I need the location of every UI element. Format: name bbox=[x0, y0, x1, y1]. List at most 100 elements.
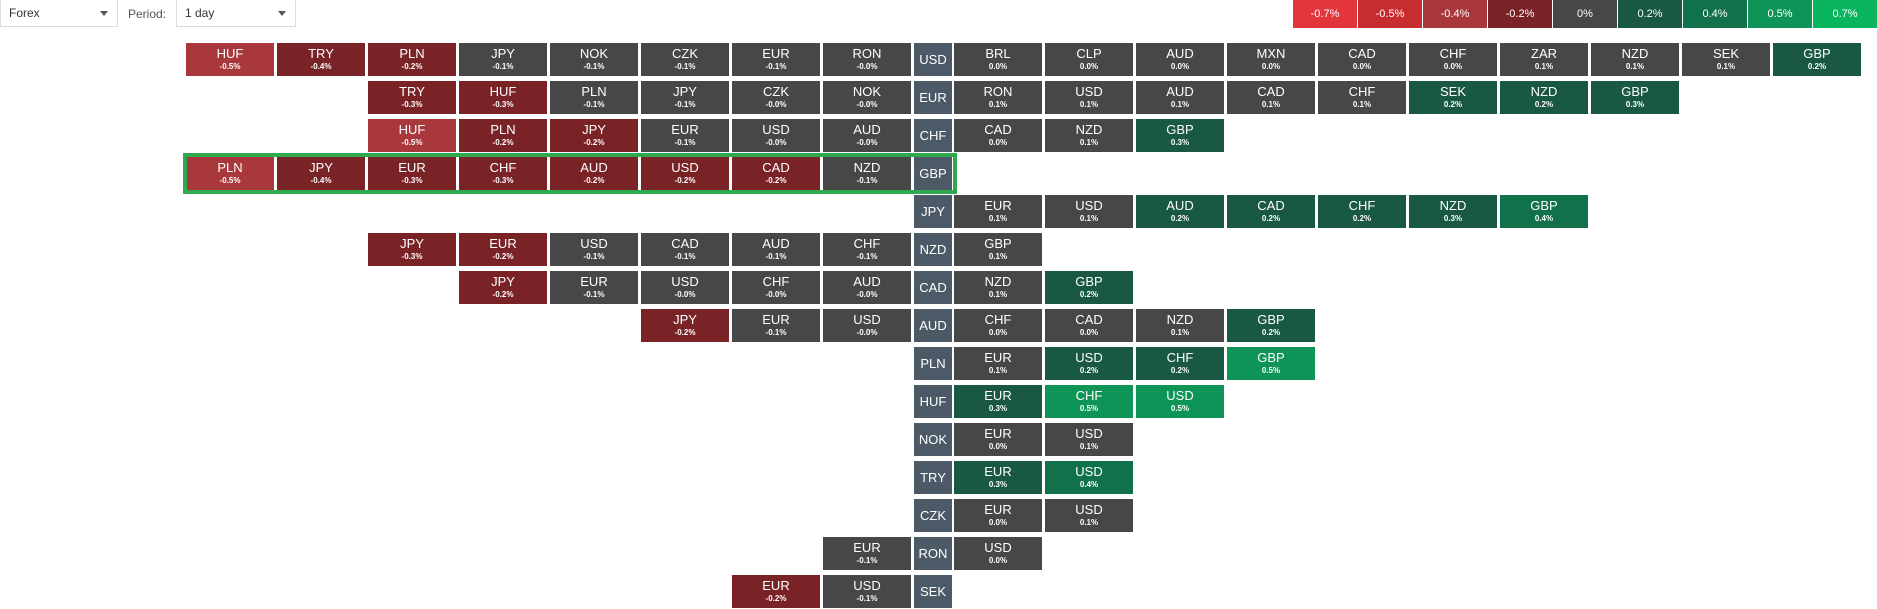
pair-cell-ron[interactable]: RON -0.0% bbox=[822, 42, 912, 77]
pair-cell-chf[interactable]: CHF -0.1% bbox=[822, 232, 912, 267]
pair-cell-aud[interactable]: AUD -0.0% bbox=[822, 270, 912, 305]
pair-cell-aud[interactable]: AUD 0.0% bbox=[1135, 42, 1225, 77]
pair-cell-sek[interactable]: SEK 0.2% bbox=[1408, 80, 1498, 115]
pair-cell-nzd[interactable]: NZD -0.1% bbox=[822, 156, 912, 191]
period-select[interactable]: 1 day bbox=[176, 0, 296, 27]
pair-cell-nzd[interactable]: NZD 0.1% bbox=[1135, 308, 1225, 343]
pair-cell-czk[interactable]: CZK -0.1% bbox=[640, 42, 730, 77]
pair-cell-chf[interactable]: CHF 0.5% bbox=[1044, 384, 1134, 419]
pair-cell-jpy[interactable]: JPY -0.2% bbox=[458, 270, 548, 305]
pair-cell-cad[interactable]: CAD 0.2% bbox=[1226, 194, 1316, 229]
pair-cell-nok[interactable]: NOK -0.1% bbox=[549, 42, 639, 77]
pair-cell-cad[interactable]: CAD -0.2% bbox=[731, 156, 821, 191]
pair-cell-chf[interactable]: CHF 0.2% bbox=[1135, 346, 1225, 381]
pair-cell-chf[interactable]: CHF -0.0% bbox=[731, 270, 821, 305]
market-select[interactable]: Forex bbox=[0, 0, 118, 27]
pair-cell-jpy[interactable]: JPY -0.2% bbox=[640, 308, 730, 343]
base-currency-eur[interactable]: EUR bbox=[913, 80, 953, 115]
pair-cell-cad[interactable]: CAD 0.1% bbox=[1226, 80, 1316, 115]
base-currency-czk[interactable]: CZK bbox=[913, 498, 953, 533]
pair-cell-jpy[interactable]: JPY -0.1% bbox=[458, 42, 548, 77]
pair-cell-ron[interactable]: RON 0.1% bbox=[953, 80, 1043, 115]
pair-cell-clp[interactable]: CLP 0.0% bbox=[1044, 42, 1134, 77]
base-currency-usd[interactable]: USD bbox=[913, 42, 953, 77]
pair-cell-eur[interactable]: EUR -0.1% bbox=[640, 118, 730, 153]
pair-cell-try[interactable]: TRY -0.4% bbox=[276, 42, 366, 77]
pair-cell-huf[interactable]: HUF -0.3% bbox=[458, 80, 548, 115]
base-currency-ron[interactable]: RON bbox=[913, 536, 953, 571]
base-currency-chf[interactable]: CHF bbox=[913, 118, 953, 153]
pair-cell-pln[interactable]: PLN -0.5% bbox=[185, 156, 275, 191]
pair-cell-aud[interactable]: AUD 0.1% bbox=[1135, 80, 1225, 115]
base-currency-nzd[interactable]: NZD bbox=[913, 232, 953, 267]
pair-cell-usd[interactable]: USD 0.4% bbox=[1044, 460, 1134, 495]
pair-cell-pln[interactable]: PLN -0.2% bbox=[458, 118, 548, 153]
pair-cell-cad[interactable]: CAD -0.1% bbox=[640, 232, 730, 267]
pair-cell-gbp[interactable]: GBP 0.4% bbox=[1499, 194, 1589, 229]
pair-cell-gbp[interactable]: GBP 0.3% bbox=[1590, 80, 1680, 115]
pair-cell-eur[interactable]: EUR 0.3% bbox=[953, 384, 1043, 419]
pair-cell-gbp[interactable]: GBP 0.2% bbox=[1772, 42, 1862, 77]
pair-cell-usd[interactable]: USD -0.0% bbox=[731, 118, 821, 153]
pair-cell-aud[interactable]: AUD -0.1% bbox=[731, 232, 821, 267]
pair-cell-aud[interactable]: AUD 0.2% bbox=[1135, 194, 1225, 229]
base-currency-jpy[interactable]: JPY bbox=[913, 194, 953, 229]
pair-cell-aud[interactable]: AUD -0.2% bbox=[549, 156, 639, 191]
pair-cell-nzd[interactable]: NZD 0.1% bbox=[1044, 118, 1134, 153]
pair-cell-jpy[interactable]: JPY -0.4% bbox=[276, 156, 366, 191]
pair-cell-huf[interactable]: HUF -0.5% bbox=[185, 42, 275, 77]
pair-cell-gbp[interactable]: GBP 0.1% bbox=[953, 232, 1043, 267]
pair-cell-chf[interactable]: CHF 0.1% bbox=[1317, 80, 1407, 115]
base-currency-try[interactable]: TRY bbox=[913, 460, 953, 495]
pair-cell-nzd[interactable]: NZD 0.3% bbox=[1408, 194, 1498, 229]
pair-cell-usd[interactable]: USD 0.1% bbox=[1044, 498, 1134, 533]
pair-cell-chf[interactable]: CHF 0.0% bbox=[953, 308, 1043, 343]
pair-cell-eur[interactable]: EUR -0.1% bbox=[731, 42, 821, 77]
pair-cell-zar[interactable]: ZAR 0.1% bbox=[1499, 42, 1589, 77]
pair-cell-mxn[interactable]: MXN 0.0% bbox=[1226, 42, 1316, 77]
pair-cell-eur[interactable]: EUR -0.2% bbox=[458, 232, 548, 267]
pair-cell-huf[interactable]: HUF -0.5% bbox=[367, 118, 457, 153]
pair-cell-chf[interactable]: CHF 0.0% bbox=[1408, 42, 1498, 77]
pair-cell-chf[interactable]: CHF 0.2% bbox=[1317, 194, 1407, 229]
pair-cell-jpy[interactable]: JPY -0.2% bbox=[549, 118, 639, 153]
pair-cell-jpy[interactable]: JPY -0.3% bbox=[367, 232, 457, 267]
pair-cell-eur[interactable]: EUR -0.3% bbox=[367, 156, 457, 191]
pair-cell-usd[interactable]: USD 0.2% bbox=[1044, 346, 1134, 381]
pair-cell-gbp[interactable]: GBP 0.2% bbox=[1226, 308, 1316, 343]
base-currency-aud[interactable]: AUD bbox=[913, 308, 953, 343]
pair-cell-jpy[interactable]: JPY -0.1% bbox=[640, 80, 730, 115]
pair-cell-nzd[interactable]: NZD 0.2% bbox=[1499, 80, 1589, 115]
pair-cell-usd[interactable]: USD -0.0% bbox=[822, 308, 912, 343]
pair-cell-usd[interactable]: USD 0.1% bbox=[1044, 80, 1134, 115]
pair-cell-pln[interactable]: PLN -0.1% bbox=[549, 80, 639, 115]
pair-cell-usd[interactable]: USD -0.2% bbox=[640, 156, 730, 191]
pair-cell-gbp[interactable]: GBP 0.5% bbox=[1226, 346, 1316, 381]
base-currency-cad[interactable]: CAD bbox=[913, 270, 953, 305]
pair-cell-eur[interactable]: EUR 0.1% bbox=[953, 346, 1043, 381]
pair-cell-eur[interactable]: EUR -0.1% bbox=[549, 270, 639, 305]
pair-cell-eur[interactable]: EUR -0.1% bbox=[822, 536, 912, 571]
pair-cell-usd[interactable]: USD 0.1% bbox=[1044, 194, 1134, 229]
pair-cell-cad[interactable]: CAD 0.0% bbox=[1317, 42, 1407, 77]
pair-cell-nzd[interactable]: NZD 0.1% bbox=[1590, 42, 1680, 77]
pair-cell-eur[interactable]: EUR 0.0% bbox=[953, 422, 1043, 457]
pair-cell-usd[interactable]: USD -0.0% bbox=[640, 270, 730, 305]
pair-cell-eur[interactable]: EUR 0.3% bbox=[953, 460, 1043, 495]
pair-cell-usd[interactable]: USD 0.1% bbox=[1044, 422, 1134, 457]
pair-cell-czk[interactable]: CZK -0.0% bbox=[731, 80, 821, 115]
pair-cell-nok[interactable]: NOK -0.0% bbox=[822, 80, 912, 115]
pair-cell-eur[interactable]: EUR -0.1% bbox=[731, 308, 821, 343]
pair-cell-usd[interactable]: USD -0.1% bbox=[822, 574, 912, 609]
pair-cell-usd[interactable]: USD 0.0% bbox=[953, 536, 1043, 571]
pair-cell-eur[interactable]: EUR 0.1% bbox=[953, 194, 1043, 229]
pair-cell-sek[interactable]: SEK 0.1% bbox=[1681, 42, 1771, 77]
pair-cell-eur[interactable]: EUR -0.2% bbox=[731, 574, 821, 609]
base-currency-huf[interactable]: HUF bbox=[913, 384, 953, 419]
base-currency-sek[interactable]: SEK bbox=[913, 574, 953, 609]
pair-cell-usd[interactable]: USD -0.1% bbox=[549, 232, 639, 267]
pair-cell-cad[interactable]: CAD 0.0% bbox=[1044, 308, 1134, 343]
pair-cell-chf[interactable]: CHF -0.3% bbox=[458, 156, 548, 191]
pair-cell-pln[interactable]: PLN -0.2% bbox=[367, 42, 457, 77]
base-currency-gbp[interactable]: GBP bbox=[913, 156, 953, 191]
